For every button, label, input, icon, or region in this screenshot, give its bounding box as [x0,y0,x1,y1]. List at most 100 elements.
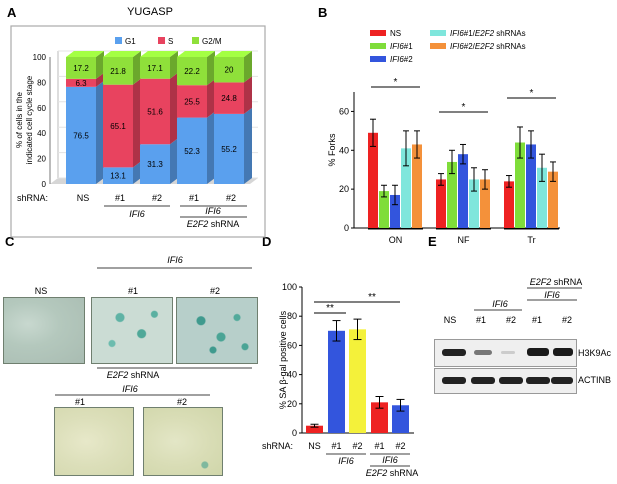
chart-a-bar-side [170,138,178,184]
chart-d-bar [306,425,323,433]
chart-a-bar-side [244,107,252,184]
chart-a-data-label: 17.2 [73,64,89,73]
chart-d-ytick: 0 [292,428,297,438]
chart-d-category-label: #2 [352,441,362,451]
chart-a-bar-segment [66,57,96,79]
microscopy-e2f2-ifi6-2 [143,407,223,476]
chart-a-bar-top [177,51,215,57]
chart-a-bar-top [103,51,141,57]
chart-a-legend-swatch [158,37,165,44]
chart-a-data-label: 22.2 [184,67,200,76]
chart-d-category-label: #1 [374,441,384,451]
chart-a-ytick: 100 [33,53,47,62]
chart-a-bar-segment [140,78,170,145]
chart-b-legend-label: IFI6#2/E2F2 shRNAs [450,42,526,51]
panel-e-lane-ns: NS [444,315,457,325]
panel-c-2-label: #2 [210,286,220,296]
panel-c-ns-label: NS [35,286,48,296]
chart-a-shrna-label: shRNA: [17,193,48,203]
chart-b-legend-label: IFI6#2 [390,55,413,64]
panel-c-1b-label: #1 [75,397,85,407]
chart-a-data-label: 20 [225,66,234,75]
chart-a-bar-segment [103,84,133,168]
panel-e-ifi6-label-2: IFI6 [544,290,560,300]
panel-label-a: A [7,5,17,20]
chart-a-data-label: 6.3 [75,79,87,88]
chart-a-category-label: NS [77,193,90,203]
chart-a-category-label: #2 [152,193,162,203]
panel-c-ifi6-label: IFI6 [167,255,183,265]
microscopy-ifi6-1 [91,297,173,364]
chart-d-ytick: 20 [287,399,297,409]
chart-a-bar-side [244,76,252,114]
panel-e-h3k9ac-label: H3K9Ac [578,348,612,358]
chart-a-data-label: 31.3 [147,160,163,169]
chart-b-bar [537,167,547,228]
chart-b-group-label: Tr [527,235,535,245]
chart-d-e2f2-label: E2F2 shRNA [366,468,419,478]
chart-a-data-label: 13.1 [110,172,126,181]
chart-a-frame [10,25,266,238]
chart-b-legend-label: NS [390,29,401,38]
chart-b-ytick: 0 [344,223,349,233]
microscopy-ifi6-2 [176,297,258,364]
chart-a-bar-segment [140,144,170,184]
chart-d-bar [328,330,345,433]
chart-a-bar-segment [177,117,207,184]
chart-d-ylabel: % SA β-gal positive cells [278,310,288,409]
chart-b-group-label: ON [389,235,403,245]
chart-a-data-label: 65.1 [110,122,126,131]
chart-a-bar-segment [214,57,244,83]
chart-b-ytick: 60 [339,106,349,116]
panel-c-e2f2-label: E2F2 shRNA [107,370,160,380]
chart-a-category-label: #1 [115,193,125,203]
chart-b-sig-mark: * [462,102,466,113]
panel-label-b: B [318,5,327,20]
chart-a-ylabel-line2: indicated cell cycle stage [25,75,34,164]
chart-a-data-label: 51.6 [147,107,163,116]
chart-a-bar-segment [214,82,244,114]
chart-a-data-label: 76.5 [73,131,89,140]
chart-a-bar-side [244,51,252,83]
chart-a-legend-swatch [115,37,122,44]
chart-a-bar-side [133,161,141,184]
chart-a-category-label: #2 [226,193,236,203]
panel-b-chart: % Forks NS IFI6#1 IFI6#2 IFI6#1/E2F2 shRNAs… [327,29,560,245]
chart-a-ytick: 60 [37,104,46,113]
chart-b-bar [412,144,422,228]
chart-a-bar-side [96,51,104,79]
chart-a-bar-side [170,72,178,145]
panel-e-lane-1b: #1 [532,315,542,325]
chart-b-bar [469,179,479,228]
chart-a-data-label: 24.8 [221,94,237,103]
chart-d-ytick: 80 [287,311,297,321]
chart-b-sig-mark: * [394,77,398,88]
chart-b-legend-label: IFI6#1 [390,42,413,51]
microscopy-e2f2-ifi6-1 [54,407,134,476]
chart-b-legend-swatch [430,30,446,36]
chart-d-category-label: #2 [395,441,405,451]
chart-a-bar-side [207,79,215,118]
chart-a-legend-label: S [168,37,173,46]
chart-a-data-label: 52.3 [184,147,200,156]
panel-e-ifi6-label-1: IFI6 [492,299,508,309]
chart-a-bar-side [96,72,104,87]
chart-d-category-label: NS [308,441,321,451]
chart-a-data-label: 21.8 [110,67,126,76]
chart-d-ifi6-label-2: IFI6 [382,455,398,465]
panel-e-e2f2-label: E2F2 shRNA [530,277,583,287]
chart-a-bar-segment [103,57,133,85]
chart-a-bar-side [133,78,141,168]
chart-a-data-label: 17.1 [147,64,163,73]
chart-b-bar [480,179,490,228]
chart-d-ytick: 40 [287,370,297,380]
panel-label-d: D [262,234,271,249]
chart-b-group-label: NF [458,235,470,245]
chart-a-legend-swatch [192,37,199,44]
chart-a-bar-side [207,111,215,184]
chart-a-title: YUGASP [127,6,173,18]
chart-a-legend-label: G2/M [202,37,222,46]
panel-e-lane-1: #1 [476,315,486,325]
chart-a-ifi6-label-1: IFI6 [129,209,145,219]
